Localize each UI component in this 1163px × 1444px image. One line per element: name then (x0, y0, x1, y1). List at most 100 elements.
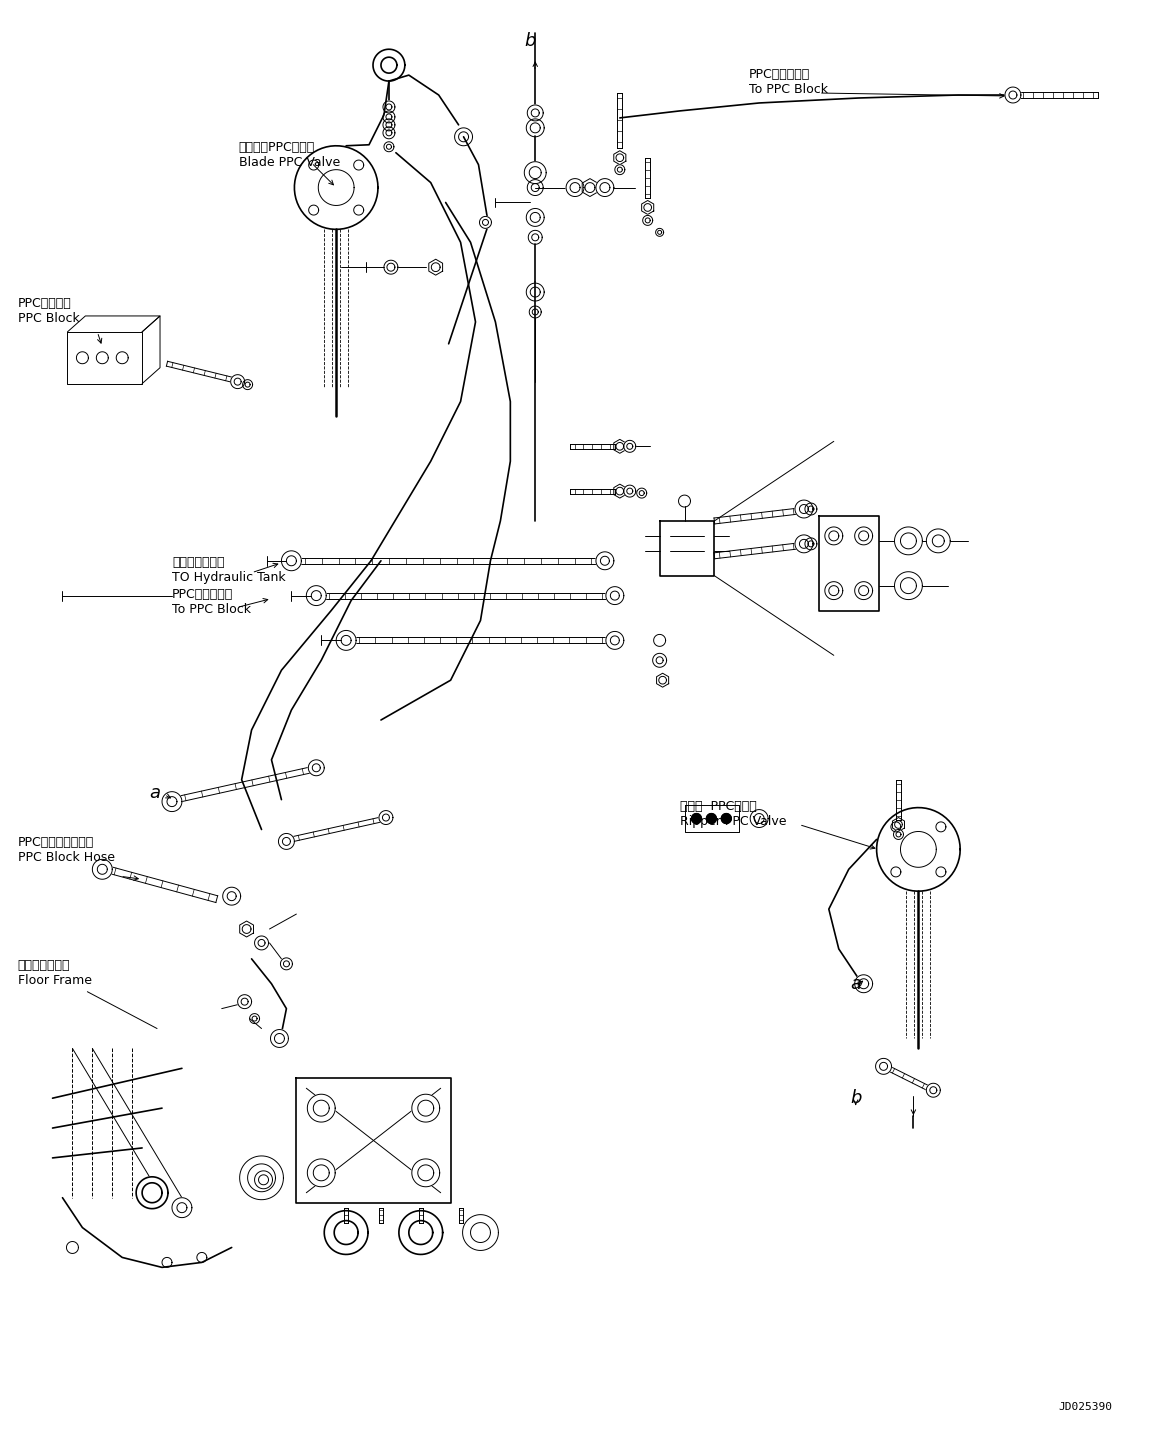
Text: To PPC Block: To PPC Block (749, 82, 828, 95)
Polygon shape (379, 810, 393, 825)
Polygon shape (383, 101, 395, 113)
Polygon shape (243, 380, 252, 390)
Polygon shape (271, 1030, 288, 1047)
Polygon shape (825, 527, 843, 544)
Polygon shape (566, 179, 584, 196)
Polygon shape (383, 111, 395, 123)
Text: a: a (150, 784, 160, 801)
Text: TO Hydraulic Tank: TO Hydraulic Tank (172, 570, 286, 583)
Polygon shape (324, 1210, 368, 1255)
Polygon shape (894, 572, 922, 599)
Polygon shape (383, 118, 395, 131)
Polygon shape (230, 374, 244, 388)
Polygon shape (307, 1095, 335, 1122)
Polygon shape (172, 1197, 192, 1217)
Polygon shape (894, 527, 922, 554)
Text: To PPC Block: To PPC Block (172, 602, 251, 615)
Polygon shape (255, 936, 269, 950)
Polygon shape (250, 1014, 259, 1024)
Polygon shape (116, 352, 128, 364)
Polygon shape (877, 807, 961, 891)
Polygon shape (855, 975, 872, 992)
Polygon shape (595, 179, 614, 196)
Polygon shape (636, 488, 647, 498)
Polygon shape (92, 859, 113, 879)
Polygon shape (595, 552, 614, 570)
Polygon shape (528, 231, 542, 244)
Polygon shape (336, 631, 356, 650)
Polygon shape (384, 260, 398, 274)
Polygon shape (455, 129, 472, 146)
Polygon shape (795, 534, 813, 553)
Text: JD025390: JD025390 (1058, 1402, 1113, 1412)
Polygon shape (77, 352, 88, 364)
Polygon shape (294, 146, 378, 230)
Polygon shape (237, 995, 251, 1008)
Text: フロアフレーム: フロアフレーム (17, 959, 70, 972)
Polygon shape (527, 179, 543, 195)
Polygon shape (527, 118, 544, 137)
Polygon shape (692, 813, 701, 823)
Polygon shape (819, 516, 878, 611)
Polygon shape (527, 283, 544, 300)
Polygon shape (162, 791, 181, 812)
Polygon shape (529, 306, 541, 318)
Polygon shape (223, 887, 241, 905)
Text: PPCブロックへ: PPCブロックへ (749, 68, 811, 81)
Polygon shape (721, 813, 732, 823)
Polygon shape (399, 1210, 443, 1255)
Polygon shape (623, 485, 636, 497)
Polygon shape (97, 352, 108, 364)
Polygon shape (308, 760, 324, 775)
Text: リッパ  PPCバルブ: リッパ PPCバルブ (679, 800, 756, 813)
Polygon shape (623, 440, 636, 452)
Polygon shape (893, 829, 904, 839)
Polygon shape (615, 165, 625, 175)
Polygon shape (654, 634, 665, 647)
Polygon shape (281, 550, 301, 570)
Polygon shape (656, 228, 664, 237)
Polygon shape (855, 527, 872, 544)
Polygon shape (525, 162, 547, 183)
Text: ブレードPPCバルブ: ブレードPPCバルブ (238, 140, 315, 153)
Polygon shape (706, 813, 716, 823)
Text: b: b (850, 1089, 862, 1108)
Polygon shape (659, 521, 714, 576)
Polygon shape (278, 833, 294, 849)
Polygon shape (855, 582, 872, 599)
Polygon shape (825, 582, 843, 599)
Polygon shape (297, 1079, 450, 1203)
Polygon shape (463, 1214, 499, 1251)
Text: Blade PPC Valve: Blade PPC Valve (238, 156, 340, 169)
Polygon shape (280, 957, 292, 970)
Polygon shape (136, 1177, 167, 1209)
Polygon shape (240, 1157, 284, 1200)
Polygon shape (876, 1058, 892, 1074)
Polygon shape (927, 1083, 940, 1097)
Polygon shape (652, 653, 666, 667)
Polygon shape (805, 537, 816, 550)
Text: PPC Block Hose: PPC Block Hose (17, 852, 115, 865)
Polygon shape (527, 208, 544, 227)
Polygon shape (685, 804, 740, 833)
Text: PPCブロックへ: PPCブロックへ (172, 588, 234, 601)
Polygon shape (412, 1095, 440, 1122)
Polygon shape (373, 49, 405, 81)
Polygon shape (606, 631, 623, 650)
Polygon shape (306, 586, 327, 605)
Polygon shape (383, 127, 395, 139)
Text: Ripper PPC Valve: Ripper PPC Valve (679, 814, 786, 827)
Polygon shape (527, 105, 543, 121)
Polygon shape (750, 810, 768, 827)
Text: PPCブロックホース: PPCブロックホース (17, 836, 94, 849)
Text: PPCブロック: PPCブロック (17, 297, 71, 310)
Polygon shape (643, 215, 652, 225)
Text: b: b (525, 32, 536, 51)
Text: 作動油タンクへ: 作動油タンクへ (172, 556, 224, 569)
Polygon shape (307, 1160, 335, 1187)
Polygon shape (927, 529, 950, 553)
Polygon shape (606, 586, 623, 605)
Text: Floor Frame: Floor Frame (17, 973, 92, 986)
Polygon shape (1005, 87, 1021, 103)
Polygon shape (795, 500, 813, 518)
